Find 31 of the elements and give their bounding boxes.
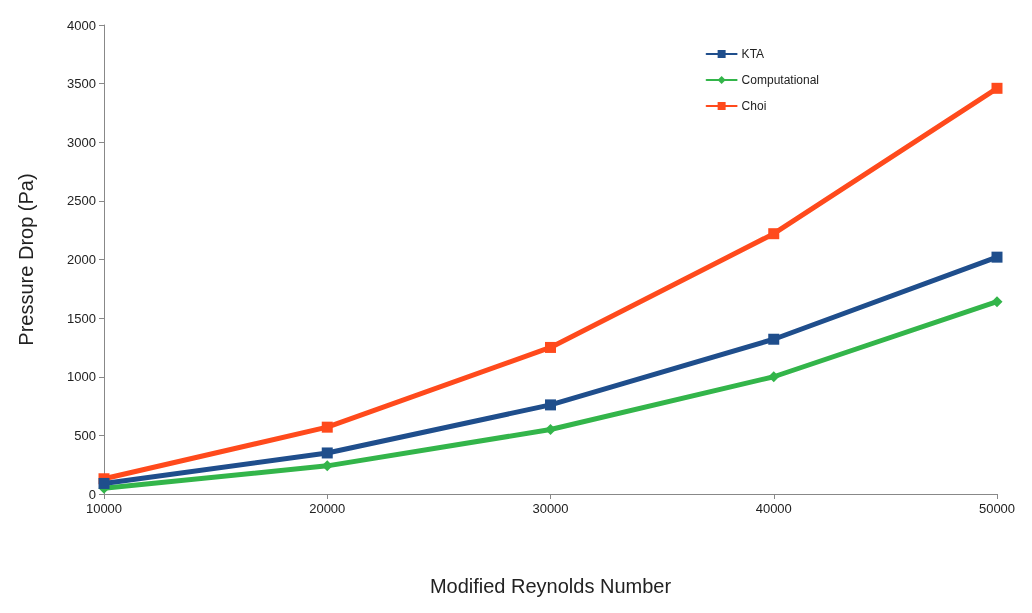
x-tick-label: 50000 [978,501,1016,516]
y-tick-label: 1500 [67,310,96,326]
x-tick-label: 10000 [85,501,123,516]
y-tick-label: 500 [74,427,96,443]
point [545,424,556,436]
y-tick-label: 2000 [67,252,96,267]
y-tick-label: 1000 [67,369,96,385]
x-tick-label: 20000 [309,501,346,516]
point [991,251,1003,263]
point [768,228,780,240]
y-tick-label: 2500 [67,193,96,209]
point [991,82,1003,94]
legend-label: Choi [741,99,767,113]
point [768,371,780,383]
y-tick-label: 0 [88,486,96,502]
y-axis-title: Pressure Drop (Pa) [15,173,37,346]
x-tick-label: 40000 [755,501,792,516]
y-tick-label: 4000 [67,17,96,33]
x-tick-label: 30000 [532,501,569,516]
point [545,341,556,353]
legend-label: KTA [741,47,765,61]
x-axis-title: Modified Reynolds Number [429,575,672,597]
point [98,477,110,489]
y-tick-label: 3000 [67,134,96,150]
point [321,447,333,459]
point [321,421,333,433]
y-tick-label: 3500 [67,76,96,92]
point [991,296,1003,308]
point [545,399,556,411]
legend-label: Computational [741,73,820,87]
point [768,333,780,345]
